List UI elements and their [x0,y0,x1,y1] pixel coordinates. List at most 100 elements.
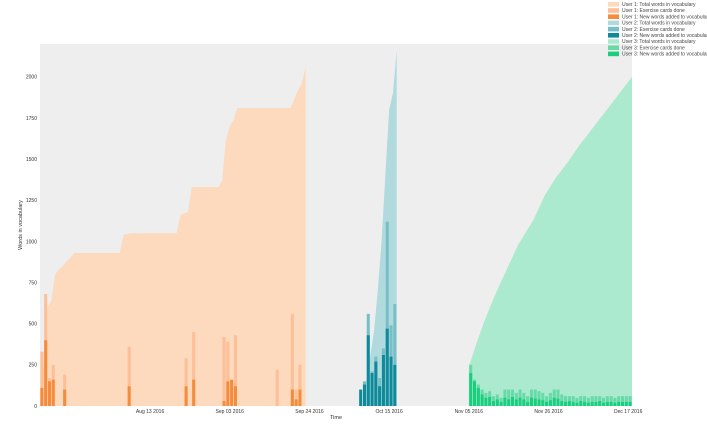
bar-user-1-exercise-cards-done [233,335,237,406]
bar-user-3-exercise-cards-done [628,396,632,406]
bar-user-1-exercise-cards-done [298,364,302,406]
bar-user-3-exercise-cards-done [548,392,552,406]
bar-user-3-exercise-cards-done [537,391,541,406]
bar-user-3-exercise-cards-done [605,396,609,406]
bar-user-3-new-words-added-to-vocabulary [491,401,496,406]
bar-user-3-new-words-added-to-vocabulary [537,399,541,406]
bar-user-3-exercise-cards-done [624,396,628,406]
bar-user-3-new-words-added-to-vocabulary [503,397,507,406]
y-tick-label: 500 [29,322,38,328]
y-tick-label: 1250 [26,198,37,204]
bar-user-3-new-words-added-to-vocabulary [484,397,488,406]
bar-user-3-new-words-added-to-vocabulary [548,400,552,406]
bar-user-3-new-words-added-to-vocabulary [488,396,492,406]
bar-user-1-new-words-added-to-vocabulary [47,381,52,406]
legend-swatch [608,39,619,44]
bar-user-3-new-words-added-to-vocabulary [560,401,564,406]
bar-user-3-new-words-added-to-vocabulary [510,396,514,406]
bar-user-3-exercise-cards-done [609,396,613,406]
bar-user-3-new-words-added-to-vocabulary [613,402,617,406]
bar-user-2-new-words-added-to-vocabulary [374,361,378,406]
bar-user-3-exercise-cards-done [583,396,587,406]
legend-swatch [608,14,619,19]
x-tick-label: Nov 05 2016 [455,409,484,415]
bar-user-3-new-words-added-to-vocabulary [522,399,526,406]
bar-user-3-new-words-added-to-vocabulary [567,401,571,406]
legend-swatch [608,8,619,13]
bar-user-3-new-words-added-to-vocabulary [590,401,594,406]
bar-user-1-new-words-added-to-vocabulary [233,386,237,406]
y-tick-label: 1500 [26,157,37,163]
bar-user-3-exercise-cards-done [590,396,594,406]
bar-user-2-new-words-added-to-vocabulary [359,389,363,406]
bar-user-1-exercise-cards-done [127,346,131,406]
bar-user-3-new-words-added-to-vocabulary [518,397,522,406]
bar-user-2-exercise-cards-done [385,221,389,406]
bar-user-3-new-words-added-to-vocabulary [480,394,484,406]
bar-user-1-new-words-added-to-vocabulary [184,386,188,406]
bar-user-3-new-words-added-to-vocabulary [620,401,625,406]
y-axis-title: Words in vocabulary [18,200,24,250]
bar-user-1-new-words-added-to-vocabulary [226,381,230,406]
legend-label: User 3: New words added to vocabulary [622,52,707,58]
bar-user-3-exercise-cards-done [620,396,625,406]
bar-user-1-new-words-added-to-vocabulary [63,389,67,406]
bar-user-3-new-words-added-to-vocabulary [586,402,590,406]
bar-user-1-new-words-added-to-vocabulary [290,389,294,406]
bar-user-2-new-words-added-to-vocabulary [381,354,385,406]
x-tick-label: Sep 03 2016 [216,409,245,415]
bar-user-3-new-words-added-to-vocabulary [514,399,518,406]
bar-user-3-exercise-cards-done [613,397,617,406]
bar-user-3-exercise-cards-done [514,392,518,406]
legend-label: User 3: Exercise cards done [622,45,685,51]
bar-user-1-exercise-cards-done [192,331,196,406]
bar-user-3-exercise-cards-done [541,392,545,406]
legend-label: User 2: Total words in vocabulary [622,21,696,27]
bar-user-1-exercise-cards-done [40,351,44,406]
legend-swatch [608,51,619,57]
bar-user-3-new-words-added-to-vocabulary [571,401,575,406]
bar-user-3-exercise-cards-done [560,394,564,406]
bar-user-2-new-words-added-to-vocabulary [370,373,374,406]
y-tick-label: 1000 [26,239,37,245]
bar-user-3-new-words-added-to-vocabulary [533,398,537,406]
bar-user-1-new-words-added-to-vocabulary [222,401,226,406]
bar-user-3-new-words-added-to-vocabulary [545,401,549,406]
bar-user-2-new-words-added-to-vocabulary [385,328,389,406]
x-tick-label: Sep 24 2016 [295,409,324,415]
x-tick-label: Nov 26 2016 [534,409,563,415]
bar-user-3-new-words-added-to-vocabulary [624,401,628,406]
y-axis: 0 250 500 750 1000 1250 1500 1750 2000 [26,75,37,410]
bar-user-1-exercise-cards-done [222,336,226,406]
bar-user-3-exercise-cards-done [571,396,575,406]
y-tick-label: 0 [34,404,37,410]
bar-user-2-new-words-added-to-vocabulary [362,384,366,406]
legend-swatch [608,45,619,50]
y-tick-label: 250 [29,363,38,369]
bar-user-2-new-words-added-to-vocabulary [378,386,382,406]
bar-user-3-exercise-cards-done [575,397,579,406]
bar-user-3-new-words-added-to-vocabulary [579,401,583,406]
bar-user-3-new-words-added-to-vocabulary [552,397,556,406]
bar-user-3-exercise-cards-done [526,396,530,406]
bar-user-3-exercise-cards-done [499,397,503,406]
bar-user-1-exercise-cards-done [184,358,188,406]
bar-user-2-new-words-added-to-vocabulary [393,364,397,406]
bar-user-3-new-words-added-to-vocabulary [556,398,560,406]
bar-user-3-exercise-cards-done [522,392,526,406]
area-layer [40,50,632,406]
legend-label: User 1: New words added to vocabulary [622,14,707,20]
bar-user-1-exercise-cards-done [290,313,294,406]
area-user-1-total-words-in-vocabulary [40,67,306,406]
bar-layer [40,221,632,406]
y-tick-label: 1750 [26,116,37,122]
bar-user-3-new-words-added-to-vocabulary [583,401,587,406]
legend-swatch [608,26,619,32]
bar-user-1-new-words-added-to-vocabulary [44,340,48,406]
bar-user-3-exercise-cards-done [602,397,606,406]
legend-label: User 1: Exercise cards done [622,8,685,14]
bar-user-1-new-words-added-to-vocabulary [51,379,55,406]
bar-user-3-new-words-added-to-vocabulary [605,401,609,406]
